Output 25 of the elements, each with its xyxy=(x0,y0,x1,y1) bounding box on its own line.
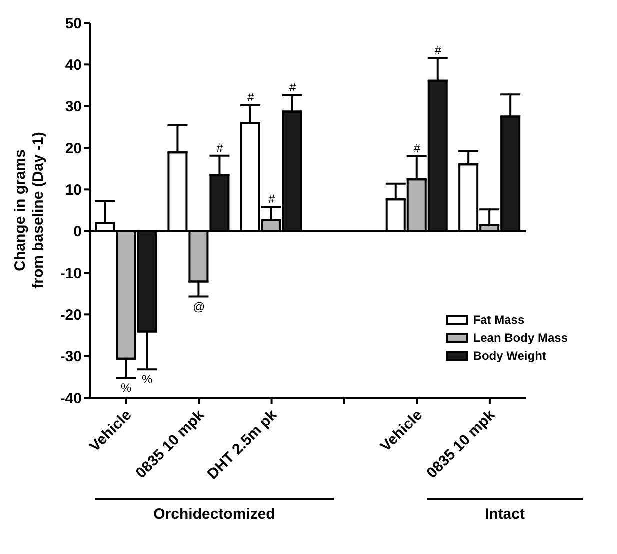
annotation: @ xyxy=(192,300,206,314)
y-tick-label: -30 xyxy=(60,348,82,366)
legend-label: Body Weight xyxy=(473,349,546,363)
annotation: # xyxy=(434,43,442,58)
y-tick-label: 20 xyxy=(65,140,82,158)
y-tick-label: 10 xyxy=(65,182,82,199)
y-tick-label: 0 xyxy=(74,224,82,241)
annotation: # xyxy=(414,141,421,156)
y-tick-label: -40 xyxy=(60,390,82,408)
annotation: # xyxy=(268,192,276,206)
legend-label: Lean Body Mass xyxy=(473,331,568,345)
y-tick-label: 40 xyxy=(65,56,82,74)
annotation: # xyxy=(247,90,254,104)
annotation: # xyxy=(216,140,224,155)
y-tick-label: -20 xyxy=(60,306,82,324)
annotation: # xyxy=(289,80,296,94)
y-axis-title: Change in grams from baseline (Day -1) xyxy=(12,132,47,289)
text: Intact xyxy=(484,506,525,523)
text: Orchidectomized xyxy=(154,506,276,523)
annotation: % xyxy=(142,372,154,387)
y-tick-label: 30 xyxy=(65,98,82,116)
legend-label: Fat Mass xyxy=(473,313,525,327)
y-tick-label: 50 xyxy=(65,15,82,32)
y-tick-label: -10 xyxy=(60,265,82,282)
annotation: % xyxy=(121,381,132,395)
